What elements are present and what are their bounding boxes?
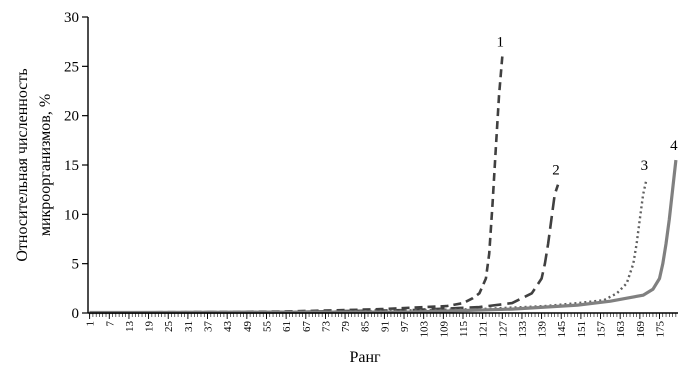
y-tick-label: 30 [64, 10, 79, 26]
x-tick-label: 133 [517, 321, 529, 338]
series-label-4: 4 [670, 138, 678, 154]
y-tick-label: 15 [64, 158, 79, 174]
x-tick-label: 7 [104, 321, 116, 327]
x-tick-label: 19 [144, 321, 156, 333]
x-tick-label: 151 [576, 321, 588, 338]
y-tick-label: 20 [64, 109, 79, 125]
y-axis-title-line1: Относительная численность [14, 68, 31, 261]
x-tick-label: 31 [183, 321, 195, 332]
x-tick-label: 1 [85, 321, 97, 327]
x-axis-title: Ранг [349, 349, 381, 366]
x-tick-label: 73 [320, 321, 332, 333]
x-tick-label: 49 [242, 321, 254, 333]
x-tick-label: 91 [379, 321, 391, 332]
y-tick-label: 5 [72, 257, 80, 273]
x-tick-label: 157 [596, 321, 608, 338]
x-tick-label: 55 [261, 321, 273, 333]
x-tick-label: 85 [360, 321, 372, 333]
x-tick-label: 145 [556, 321, 568, 338]
y-tick-label: 0 [72, 306, 80, 322]
series-line-2 [89, 184, 560, 314]
x-tick-label: 79 [340, 321, 352, 333]
x-tick-label: 43 [222, 321, 234, 333]
x-tick-label: 37 [203, 321, 215, 333]
x-tick-label: 61 [281, 321, 293, 332]
x-tick-label: 103 [419, 321, 431, 338]
y-tick-label: 10 [64, 207, 79, 223]
series-labels: 1 2 3 4 [497, 34, 679, 178]
plot-lines [89, 56, 678, 315]
y-axis-title-line2: микроорганизмов, % [37, 94, 54, 236]
x-tick-label: 115 [458, 321, 470, 338]
y-ticks: 0 5 10 15 20 25 30 [64, 10, 88, 322]
series-line-1 [89, 56, 504, 314]
x-tick-label: 121 [478, 321, 490, 338]
x-tick-label: 163 [615, 321, 627, 338]
y-tick-label: 25 [64, 59, 79, 75]
x-tick-label: 13 [124, 321, 136, 333]
series-label-1: 1 [497, 34, 505, 50]
x-tick-label: 175 [654, 321, 666, 338]
x-tick-label: 169 [635, 321, 647, 338]
x-ticks: 1 7 13 19 25 31 37 43 49 55 61 67 73 79 85 91 97 103 109 11… [85, 313, 666, 338]
series-line-4 [89, 159, 678, 315]
x-tick-label: 109 [438, 321, 450, 338]
x-tick-label: 139 [537, 321, 549, 338]
x-tick-label: 67 [301, 321, 313, 333]
x-tick-label: 97 [399, 321, 411, 333]
x-tick-label: 25 [163, 321, 175, 333]
series-label-2: 2 [552, 163, 560, 179]
x-tick-label: 127 [497, 321, 509, 338]
series-line-3 [89, 179, 648, 314]
series-label-3: 3 [641, 158, 649, 174]
